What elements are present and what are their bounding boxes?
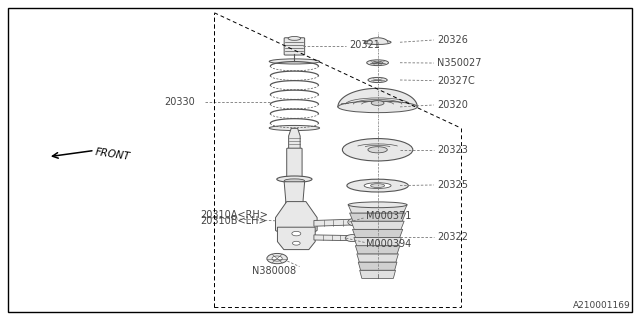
Polygon shape [360, 270, 396, 278]
Ellipse shape [371, 184, 385, 188]
Ellipse shape [288, 36, 301, 40]
Ellipse shape [347, 179, 408, 192]
Polygon shape [358, 262, 397, 270]
Text: N350027: N350027 [437, 58, 482, 68]
Polygon shape [275, 202, 317, 234]
Text: M000371: M000371 [366, 211, 412, 221]
Polygon shape [349, 213, 406, 221]
Polygon shape [338, 88, 417, 107]
Circle shape [346, 235, 360, 242]
Circle shape [267, 253, 287, 264]
Ellipse shape [364, 183, 391, 188]
Ellipse shape [277, 176, 312, 182]
Text: 20325: 20325 [437, 180, 468, 190]
Text: 20326: 20326 [437, 35, 468, 45]
Ellipse shape [284, 179, 305, 183]
FancyBboxPatch shape [287, 148, 302, 180]
Ellipse shape [368, 147, 387, 153]
Polygon shape [357, 254, 398, 262]
Text: 20323: 20323 [437, 145, 468, 155]
Ellipse shape [269, 125, 319, 131]
Text: FRONT: FRONT [95, 147, 131, 162]
Polygon shape [314, 219, 352, 226]
Circle shape [292, 231, 301, 236]
Ellipse shape [371, 100, 384, 105]
Ellipse shape [364, 40, 391, 44]
Text: 20310A<RH>: 20310A<RH> [200, 210, 268, 220]
Polygon shape [351, 221, 404, 229]
Text: 20322: 20322 [437, 232, 468, 242]
Circle shape [292, 241, 300, 245]
Polygon shape [354, 237, 401, 246]
Polygon shape [355, 246, 400, 254]
Polygon shape [348, 205, 407, 213]
Polygon shape [353, 229, 403, 237]
Ellipse shape [372, 61, 383, 64]
Text: A210001169: A210001169 [573, 301, 630, 310]
Polygon shape [289, 128, 300, 149]
Ellipse shape [348, 202, 407, 208]
Circle shape [272, 256, 282, 261]
Polygon shape [284, 182, 305, 205]
Text: 20330: 20330 [164, 97, 195, 107]
Text: 20321: 20321 [349, 40, 380, 50]
Text: N380008: N380008 [252, 266, 296, 276]
Text: 20327C: 20327C [437, 76, 475, 86]
Ellipse shape [368, 77, 387, 83]
Ellipse shape [367, 60, 388, 66]
Ellipse shape [342, 139, 413, 161]
Polygon shape [278, 227, 316, 250]
Ellipse shape [269, 59, 319, 64]
Circle shape [348, 218, 364, 226]
Text: 20320: 20320 [437, 100, 468, 110]
Text: M000394: M000394 [366, 239, 412, 250]
Ellipse shape [338, 101, 417, 113]
Polygon shape [314, 235, 349, 241]
FancyBboxPatch shape [284, 38, 305, 55]
Text: 20310B<LH>: 20310B<LH> [200, 216, 267, 227]
